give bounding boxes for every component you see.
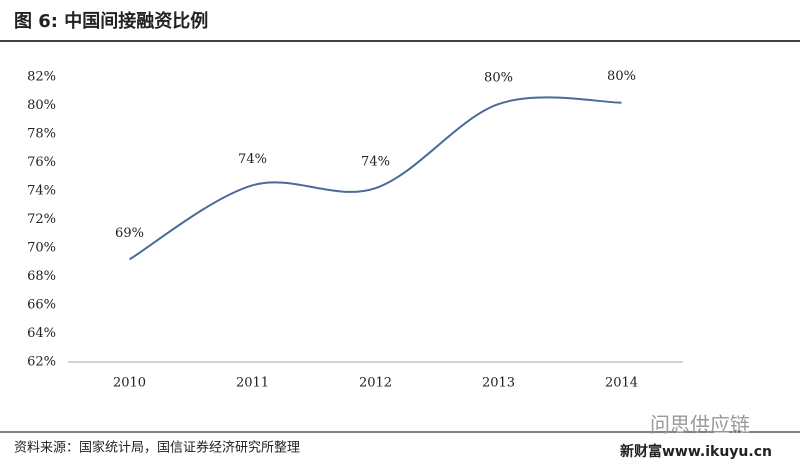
y-tick-label: 72% xyxy=(27,212,56,227)
y-tick-label: 82% xyxy=(27,70,56,85)
y-tick-label: 80% xyxy=(27,98,56,113)
x-tick-label: 2012 xyxy=(359,376,392,391)
watermark-site: 新财富www.ikuyu.cn xyxy=(620,443,772,460)
series-line xyxy=(128,96,622,261)
y-tick-label: 62% xyxy=(27,355,56,370)
data-label: 80% xyxy=(484,71,513,86)
data-label: 74% xyxy=(361,155,390,170)
watermark: 问思供应链 xyxy=(650,413,750,437)
y-tick-label: 78% xyxy=(27,127,56,142)
data-label: 69% xyxy=(115,226,144,241)
x-tick-label: 2010 xyxy=(113,376,146,391)
y-tick-label: 66% xyxy=(27,298,56,313)
y-tick-label: 76% xyxy=(27,155,56,170)
y-tick-label: 68% xyxy=(27,269,56,284)
data-label: 80% xyxy=(607,69,636,84)
y-tick-label: 64% xyxy=(27,326,56,341)
y-tick-label: 74% xyxy=(27,184,56,199)
chart-title: 图 6: 中国间接融资比例 xyxy=(14,10,208,32)
x-tick-label: 2013 xyxy=(482,376,515,391)
x-tick-label: 2014 xyxy=(605,376,638,391)
data-label: 74% xyxy=(238,152,267,167)
source-note: 资料来源：国家统计局，国信证券经济研究所整理 xyxy=(14,440,300,456)
x-tick-label: 2011 xyxy=(236,376,269,391)
y-tick-label: 70% xyxy=(27,241,56,256)
